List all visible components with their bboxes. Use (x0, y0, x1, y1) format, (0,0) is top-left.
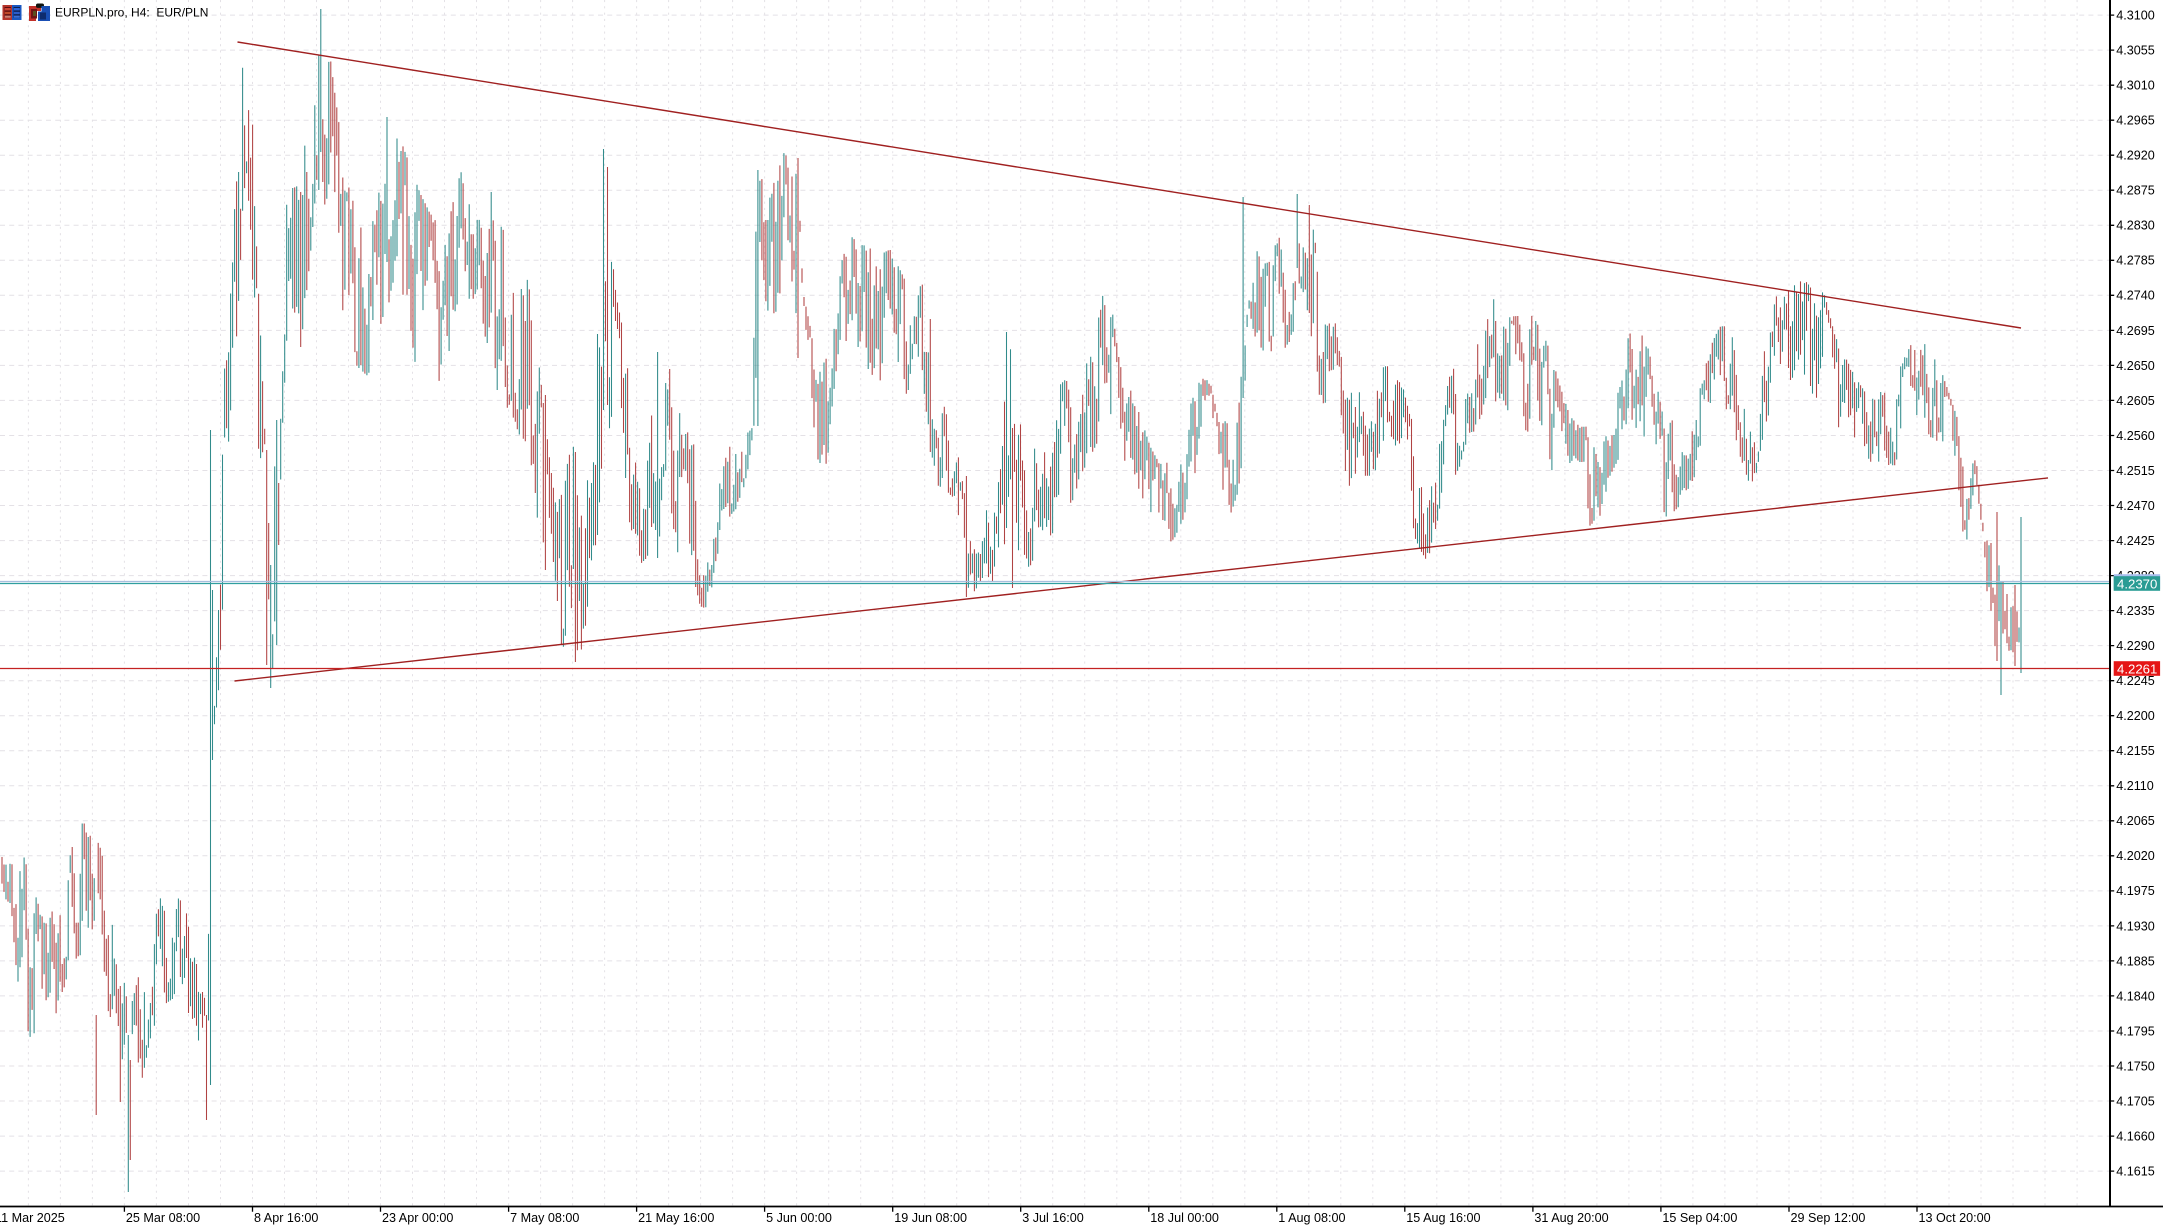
svg-text:4.3010: 4.3010 (2116, 79, 2155, 93)
svg-text:4.1750: 4.1750 (2116, 1059, 2155, 1073)
svg-text:11 Mar 2025: 11 Mar 2025 (0, 1211, 65, 1225)
svg-text:15 Aug 16:00: 15 Aug 16:00 (1406, 1211, 1480, 1225)
svg-text:4.2425: 4.2425 (2116, 534, 2155, 548)
svg-text:18 Jul 00:00: 18 Jul 00:00 (1150, 1211, 1219, 1225)
svg-text:31 Aug 20:00: 31 Aug 20:00 (1534, 1211, 1608, 1225)
svg-text:4.2605: 4.2605 (2116, 394, 2155, 408)
svg-text:23 Apr 00:00: 23 Apr 00:00 (382, 1211, 453, 1225)
svg-text:4.1660: 4.1660 (2116, 1130, 2155, 1144)
svg-text:29 Sep 12:00: 29 Sep 12:00 (1791, 1211, 1866, 1225)
svg-text:4.2261: 4.2261 (2117, 661, 2157, 676)
svg-text:EURPLN.pro, H4: EUR/PLN: EURPLN.pro, H4: EUR/PLN (55, 6, 208, 20)
svg-text:4.2785: 4.2785 (2116, 254, 2155, 268)
svg-text:4.2830: 4.2830 (2116, 219, 2155, 233)
svg-text:15 Sep 04:00: 15 Sep 04:00 (1662, 1211, 1737, 1225)
svg-text:4.1840: 4.1840 (2116, 989, 2155, 1003)
svg-text:4.1795: 4.1795 (2116, 1024, 2155, 1038)
svg-text:4.2920: 4.2920 (2116, 149, 2155, 163)
svg-text:5 Jun 00:00: 5 Jun 00:00 (766, 1211, 832, 1225)
svg-text:1 Aug 08:00: 1 Aug 08:00 (1278, 1211, 1345, 1225)
svg-text:13 Oct 20:00: 13 Oct 20:00 (1919, 1211, 1991, 1225)
svg-text:4.2110: 4.2110 (2116, 779, 2154, 793)
svg-text:4.2155: 4.2155 (2116, 744, 2155, 758)
svg-text:4.1885: 4.1885 (2116, 954, 2155, 968)
svg-text:4.2290: 4.2290 (2116, 639, 2155, 653)
svg-text:4.2335: 4.2335 (2116, 604, 2155, 618)
svg-text:4.2650: 4.2650 (2116, 359, 2155, 373)
svg-text:4.2245: 4.2245 (2116, 674, 2155, 688)
svg-text:4.2560: 4.2560 (2116, 429, 2155, 443)
svg-text:4.2065: 4.2065 (2116, 814, 2155, 828)
svg-text:8 Apr 16:00: 8 Apr 16:00 (254, 1211, 318, 1225)
svg-text:4.2875: 4.2875 (2116, 184, 2155, 198)
svg-text:4.1930: 4.1930 (2116, 919, 2155, 933)
svg-text:4.1615: 4.1615 (2116, 1165, 2155, 1179)
svg-text:4.2200: 4.2200 (2116, 709, 2155, 723)
svg-text:4.3100: 4.3100 (2116, 9, 2155, 23)
svg-text:4.2370: 4.2370 (2117, 576, 2157, 591)
svg-text:3 Jul 16:00: 3 Jul 16:00 (1022, 1211, 1084, 1225)
svg-text:4.3055: 4.3055 (2116, 44, 2155, 58)
svg-text:4.2695: 4.2695 (2116, 324, 2155, 338)
svg-text:4.2740: 4.2740 (2116, 289, 2155, 303)
svg-text:7 May 08:00: 7 May 08:00 (510, 1211, 579, 1225)
svg-text:4.1975: 4.1975 (2116, 884, 2155, 898)
svg-text:4.2470: 4.2470 (2116, 499, 2155, 513)
svg-text:19 Jun 08:00: 19 Jun 08:00 (894, 1211, 967, 1225)
svg-text:4.2515: 4.2515 (2116, 464, 2155, 478)
svg-text:4.2020: 4.2020 (2116, 849, 2155, 863)
svg-text:21 May 16:00: 21 May 16:00 (638, 1211, 714, 1225)
svg-text:4.1705: 4.1705 (2116, 1094, 2155, 1108)
svg-text:4.2965: 4.2965 (2116, 114, 2155, 128)
svg-text:25 Mar 08:00: 25 Mar 08:00 (126, 1211, 200, 1225)
